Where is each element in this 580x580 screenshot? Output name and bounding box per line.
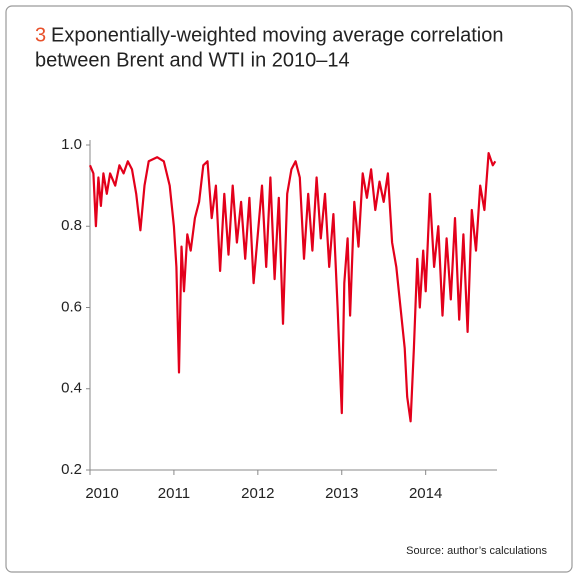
chart-title: Exponentially-weighted moving average co… bbox=[51, 24, 503, 46]
y-tick-label: 0.2 bbox=[61, 461, 82, 478]
x-tick-label: 2012 bbox=[241, 485, 274, 502]
source: Source: author’s calculations bbox=[406, 545, 547, 557]
y-tick-label: 0.4 bbox=[61, 380, 82, 397]
x-tick-label: 2014 bbox=[409, 485, 442, 502]
x-tick-label: 2013 bbox=[325, 485, 358, 502]
line-series bbox=[88, 152, 497, 423]
frame bbox=[5, 5, 573, 573]
figure-number: 3 bbox=[35, 24, 46, 46]
y-tick-label: 0.6 bbox=[61, 298, 82, 315]
y-tick-label: 1.0 bbox=[61, 136, 82, 153]
y-tick-label: 0.8 bbox=[61, 217, 82, 234]
chart-title: between Brent and WTI in 2010–14 bbox=[35, 49, 350, 71]
x-tick-label: 2010 bbox=[85, 485, 118, 502]
x-tick-label: 2011 bbox=[158, 485, 190, 502]
